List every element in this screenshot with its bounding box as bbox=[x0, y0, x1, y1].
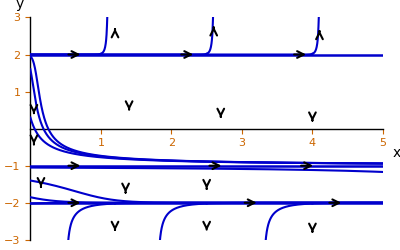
Y-axis label: y: y bbox=[16, 0, 24, 11]
X-axis label: x: x bbox=[393, 146, 400, 160]
